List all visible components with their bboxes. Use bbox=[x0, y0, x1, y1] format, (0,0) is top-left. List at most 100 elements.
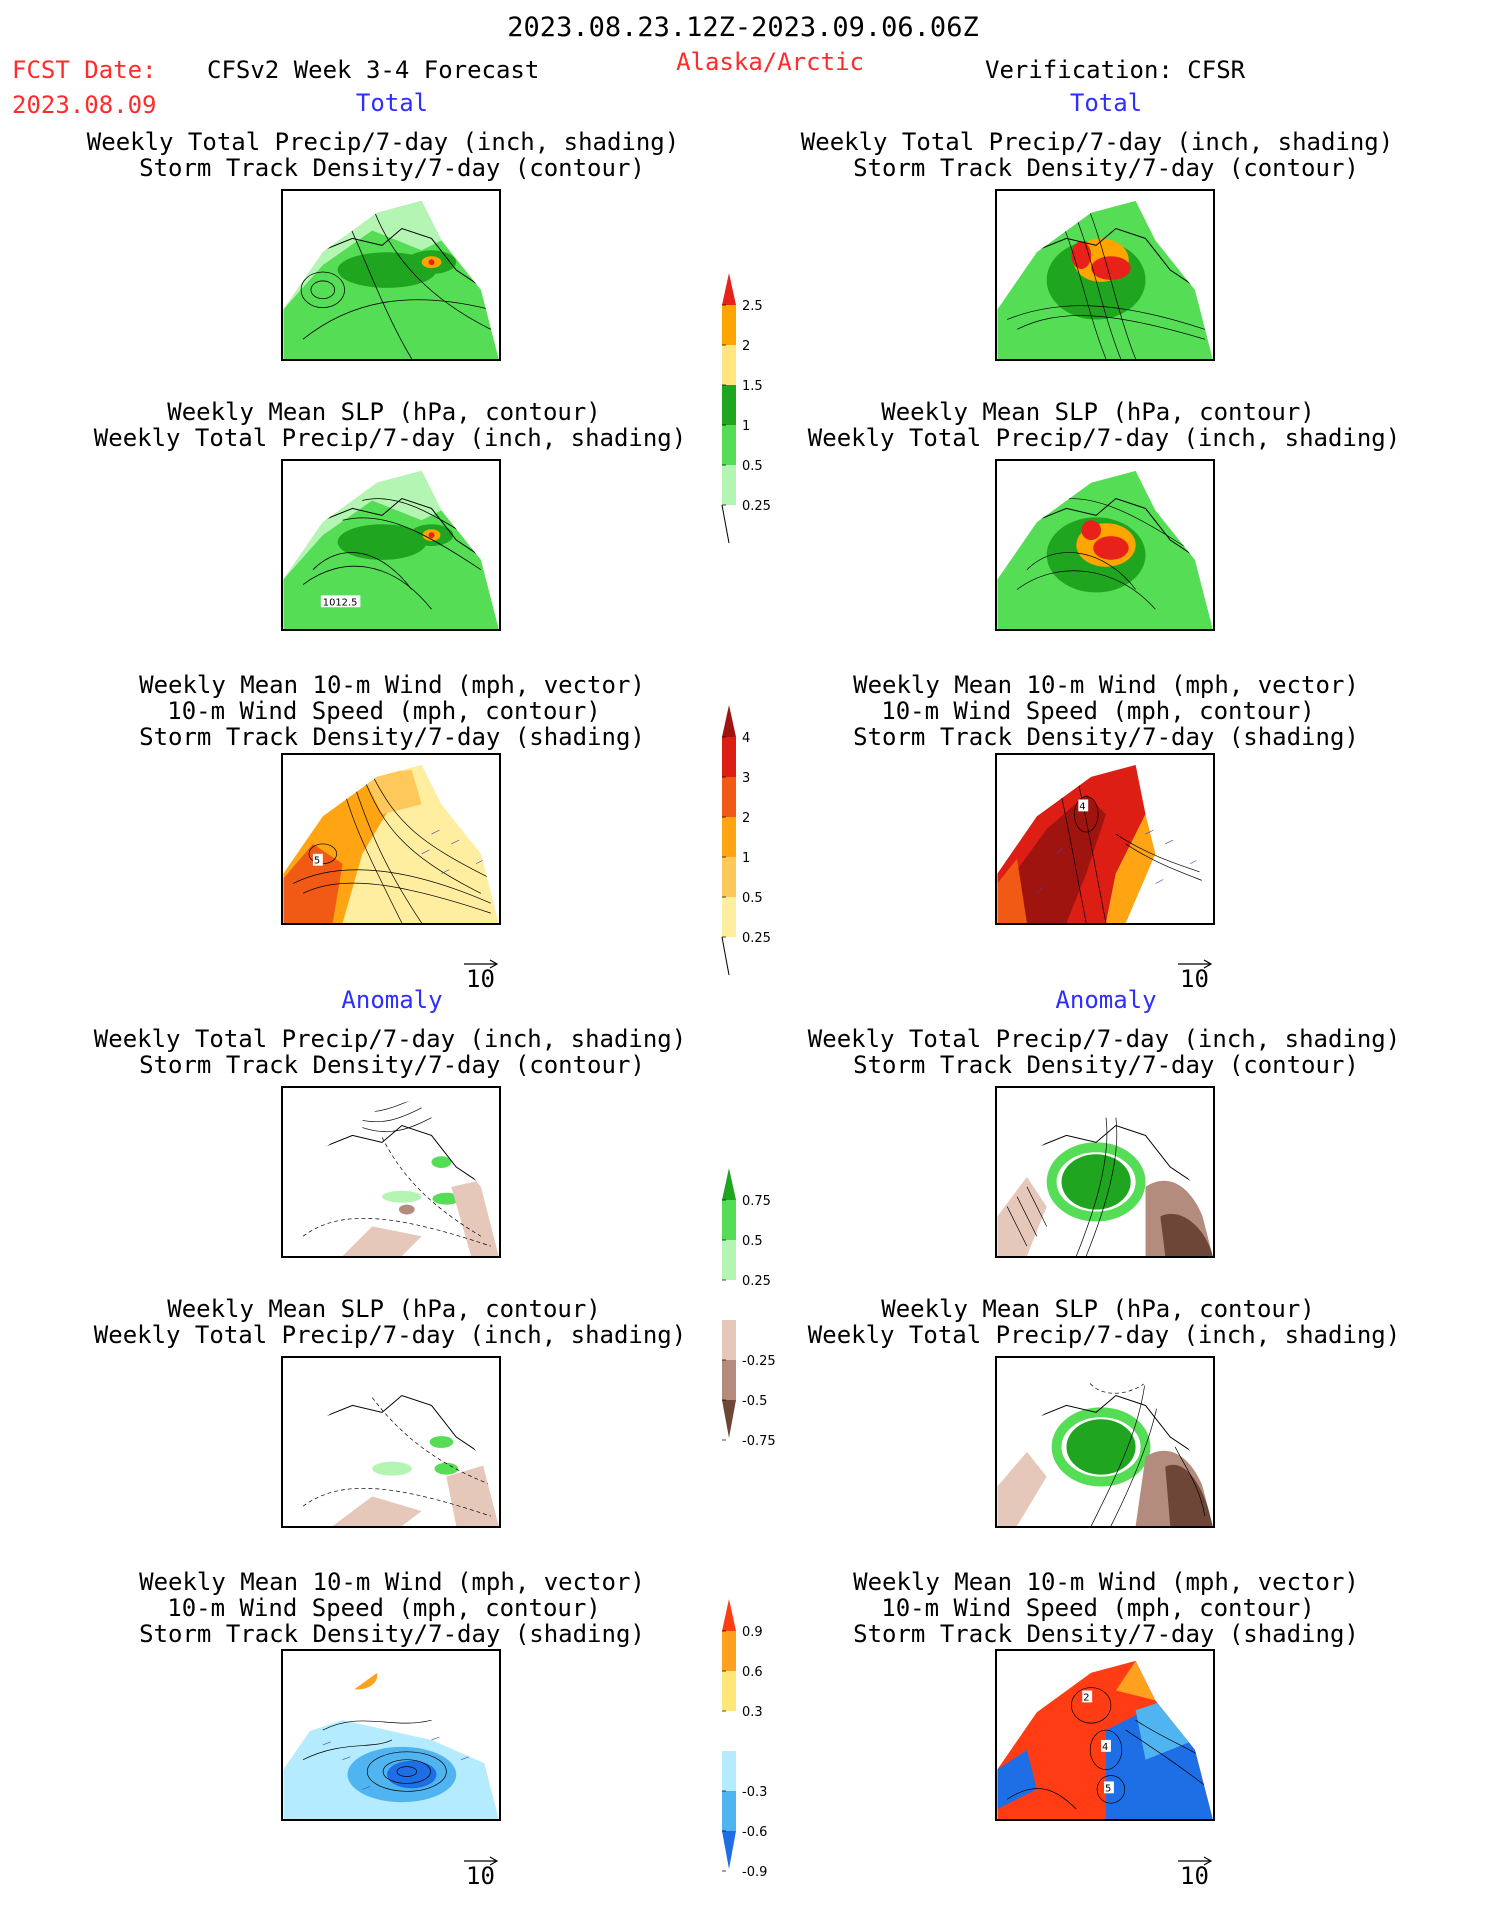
panel-title-l6-line3: Storm Track Density/7-day (shading) bbox=[139, 1620, 645, 1648]
colorbar-storm-total-swatch bbox=[722, 817, 736, 857]
panel-title-l3-line1: Weekly Mean 10-m Wind (mph, vector) bbox=[139, 671, 645, 699]
colorbar-precip-total-tick-label: 1.5 bbox=[742, 379, 763, 394]
panel-title-r3-line1: Weekly Mean 10-m Wind (mph, vector) bbox=[853, 671, 1359, 699]
colorbar-storm-total-tick-label: 2 bbox=[742, 811, 750, 826]
colorbar-precip-anom-swatch-bottom bbox=[722, 1400, 736, 1438]
colorbar-precip-total-swatch bbox=[722, 305, 736, 345]
map-anom-wind-storm-verification: 2 4 5 bbox=[995, 1649, 1215, 1821]
vector-key-total-left: 10 bbox=[462, 955, 502, 991]
colorbar-precip-total-swatch bbox=[722, 425, 736, 465]
colorbar-precip-anom-swatch-top bbox=[722, 1168, 736, 1200]
colorbar-storm-total-tick-label: 1 bbox=[742, 851, 750, 866]
colorbar-storm-total-swatch bbox=[722, 737, 736, 777]
colorbar-precip-anom-swatch bbox=[722, 1360, 736, 1400]
colorbar-storm-total: 4 3 2 1 0.5 0.25 bbox=[712, 697, 782, 986]
colorbar-storm-anom-tick-label: -0.9 bbox=[742, 1865, 767, 1880]
map-anom-wind-storm-forecast bbox=[281, 1649, 501, 1821]
map-total-slp-precip-verification bbox=[995, 459, 1215, 631]
panel-title-l4-line2: Storm Track Density/7-day (contour) bbox=[139, 1051, 645, 1079]
colorbar-precip-total: 2.5 2 1.5 1 0.5 0.25 bbox=[712, 265, 782, 554]
panel-title-l2-line2: Weekly Total Precip/7-day (inch, shading… bbox=[93, 424, 687, 452]
map-total-precip-storm-forecast bbox=[281, 189, 501, 361]
colorbar-precip-anom-tick-label: -0.75 bbox=[742, 1434, 776, 1449]
panel-title-r6-line1: Weekly Mean 10-m Wind (mph, vector) bbox=[853, 1568, 1359, 1596]
colorbar-storm-total-swatch bbox=[722, 897, 736, 937]
panel-title-r4-line1: Weekly Total Precip/7-day (inch, shading… bbox=[807, 1025, 1401, 1053]
panel-title-r6-line3: Storm Track Density/7-day (shading) bbox=[853, 1620, 1359, 1648]
panel-title-l6-line2: 10-m Wind Speed (mph, contour) bbox=[167, 1594, 601, 1622]
colorbar-precip-total-tick-label: 0.25 bbox=[742, 499, 771, 514]
map-total-slp-precip-forecast: 1012.5 bbox=[281, 459, 501, 631]
colorbar-precip-total-swatch bbox=[722, 385, 736, 425]
panel-title-r3-line2: 10-m Wind Speed (mph, contour) bbox=[881, 697, 1315, 725]
panel-title-l3-line2: 10-m Wind Speed (mph, contour) bbox=[167, 697, 601, 725]
map-anom-slp-precip-forecast bbox=[281, 1356, 501, 1528]
panel-title-r2-line1: Weekly Mean SLP (hPa, contour) bbox=[881, 398, 1315, 426]
vector-key-label: 10 bbox=[1180, 965, 1209, 993]
colorbar-precip-total-swatch-top bbox=[722, 273, 736, 305]
colorbar-precip-anom-swatch bbox=[722, 1280, 736, 1320]
map-total-wind-storm-forecast: 5 bbox=[281, 753, 501, 925]
colorbar-storm-total-tick-label: 0.25 bbox=[742, 931, 771, 946]
panel-title-l5-line1: Weekly Mean SLP (hPa, contour) bbox=[167, 1295, 601, 1323]
panel-title-r1-line2: Storm Track Density/7-day (contour) bbox=[853, 154, 1359, 182]
vector-key-label: 10 bbox=[1180, 1862, 1209, 1890]
panel-title-r5-line1: Weekly Mean SLP (hPa, contour) bbox=[881, 1295, 1315, 1323]
wind-contour-label-right: 4 bbox=[1079, 801, 1085, 812]
section-total-left: Total bbox=[355, 89, 429, 117]
colorbar-precip-anom-tick-label: 0.75 bbox=[742, 1194, 771, 1209]
verification-title: Verification: CFSR bbox=[985, 56, 1246, 84]
colorbar-storm-anom: 0.9 0.6 0.3 -0.3 -0.6 -0.9 bbox=[712, 1591, 782, 1885]
colorbar-storm-anom-swatch bbox=[722, 1791, 736, 1831]
section-anomaly-left: Anomaly bbox=[341, 986, 443, 1014]
wind-contour-label-left: 5 bbox=[314, 856, 320, 867]
colorbar-storm-total-tick-label: 3 bbox=[742, 771, 750, 786]
colorbar-storm-anom-swatch-bottom bbox=[722, 1831, 736, 1869]
panel-title-l4-line1: Weekly Total Precip/7-day (inch, shading… bbox=[93, 1025, 687, 1053]
colorbar-storm-anom-tick-label: -0.6 bbox=[742, 1825, 767, 1840]
fcst-date-label: FCST Date: bbox=[12, 56, 157, 84]
panel-title-l2-line1: Weekly Mean SLP (hPa, contour) bbox=[167, 398, 601, 426]
panel-title-r4-line2: Storm Track Density/7-day (contour) bbox=[853, 1051, 1359, 1079]
map-anom-precip-storm-verification bbox=[995, 1086, 1215, 1258]
colorbar-storm-anom-swatch bbox=[722, 1711, 736, 1751]
model-title: CFSv2 Week 3-4 Forecast bbox=[207, 56, 540, 84]
fcst-date-value: 2023.08.09 bbox=[12, 91, 157, 119]
colorbar-precip-anom-tick-label: -0.25 bbox=[742, 1354, 776, 1369]
colorbar-precip-anom-swatch bbox=[722, 1200, 736, 1240]
map-total-wind-storm-verification: 4 bbox=[995, 753, 1215, 925]
panel-title-l6-line1: Weekly Mean 10-m Wind (mph, vector) bbox=[139, 1568, 645, 1596]
panel-title-r2-line2: Weekly Total Precip/7-day (inch, shading… bbox=[807, 424, 1401, 452]
colorbar-storm-anom-swatch bbox=[722, 1671, 736, 1711]
vector-key-total-right: 10 bbox=[1176, 955, 1216, 991]
colorbar-precip-anom-swatch bbox=[722, 1320, 736, 1360]
panel-title-l1-line1: Weekly Total Precip/7-day (inch, shading… bbox=[86, 128, 680, 156]
colorbar-storm-total-tick-label: 4 bbox=[742, 731, 750, 746]
colorbar-precip-total-tick-label: 2 bbox=[742, 339, 750, 354]
vector-key-label: 10 bbox=[466, 1862, 495, 1890]
colorbar-storm-anom-swatch bbox=[722, 1631, 736, 1671]
colorbar-storm-total-swatch bbox=[722, 857, 736, 897]
region-title: Alaska/Arctic bbox=[676, 48, 864, 76]
panel-title-r6-line2: 10-m Wind Speed (mph, contour) bbox=[881, 1594, 1315, 1622]
slp-contour-label: 1012.5 bbox=[323, 597, 358, 608]
wind-anom-label-c: 5 bbox=[1105, 1783, 1111, 1794]
panel-title-r5-line2: Weekly Total Precip/7-day (inch, shading… bbox=[807, 1321, 1401, 1349]
section-anomaly-right: Anomaly bbox=[1055, 986, 1157, 1014]
colorbar-storm-anom-tick-label: 0.6 bbox=[742, 1665, 763, 1680]
colorbar-storm-anom-tick-label: 0.9 bbox=[742, 1625, 763, 1640]
vector-key-anom-right: 10 bbox=[1176, 1852, 1216, 1888]
map-total-precip-storm-verification bbox=[995, 189, 1215, 361]
panel-title-l1-line2: Storm Track Density/7-day (contour) bbox=[139, 154, 645, 182]
map-anom-slp-precip-verification bbox=[995, 1356, 1215, 1528]
wind-anom-label-a: 2 bbox=[1083, 1692, 1089, 1703]
date-range-title: 2023.08.23.12Z-2023.09.06.06Z bbox=[507, 12, 979, 43]
panel-title-r3-line3: Storm Track Density/7-day (shading) bbox=[853, 723, 1359, 751]
colorbar-precip-anom-swatch bbox=[722, 1240, 736, 1280]
colorbar-precip-total-tick-label: 1 bbox=[742, 419, 750, 434]
colorbar-storm-total-swatch-top bbox=[722, 705, 736, 737]
panel-title-l3-line3: Storm Track Density/7-day (shading) bbox=[139, 723, 645, 751]
colorbar-precip-anom-tick-label: -0.5 bbox=[742, 1394, 767, 1409]
colorbar-precip-anom-tick-label: 0.5 bbox=[742, 1234, 763, 1249]
colorbar-storm-total-tick-label: 0.5 bbox=[742, 891, 763, 906]
